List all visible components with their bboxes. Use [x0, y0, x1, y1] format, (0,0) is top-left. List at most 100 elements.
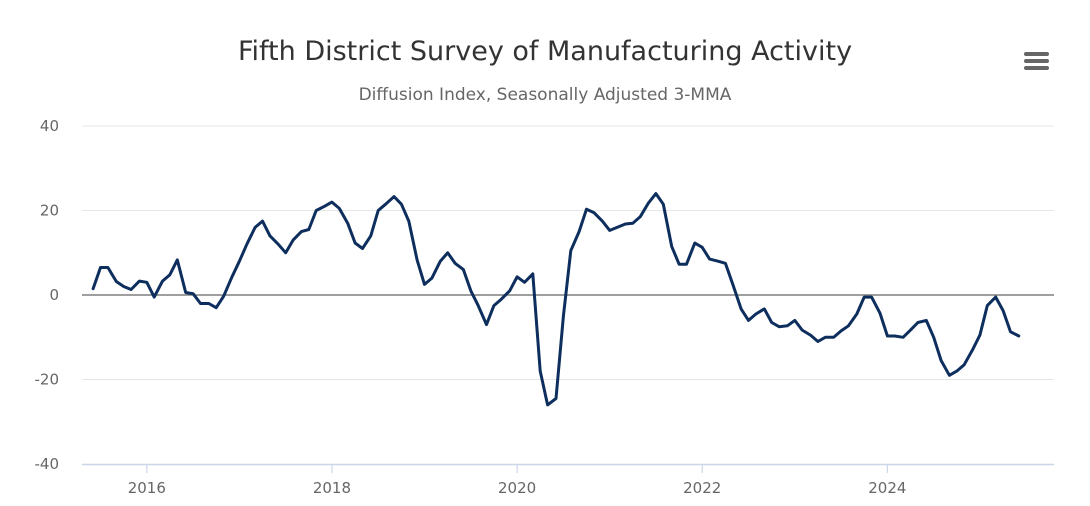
data-point: [685, 263, 688, 266]
data-point: [886, 335, 889, 337]
data-point: [701, 246, 704, 249]
y-tick-label: 40: [40, 117, 59, 135]
data-point: [932, 336, 935, 339]
data-point: [940, 359, 942, 362]
data-point: [925, 319, 928, 322]
data-point: [446, 251, 449, 254]
data-point: [678, 263, 680, 266]
data-point: [307, 228, 310, 231]
data-point: [107, 266, 109, 269]
data-point: [631, 222, 634, 225]
data-point: [778, 325, 780, 328]
data-point: [909, 329, 912, 331]
data-point: [639, 215, 642, 218]
data-point: [231, 275, 233, 278]
data-point: [994, 296, 997, 298]
data-point: [192, 292, 195, 295]
series-layer: [91, 192, 1021, 407]
data-point: [647, 202, 650, 204]
data-point: [508, 289, 511, 292]
data-point: [431, 277, 433, 279]
data-point: [747, 319, 750, 322]
data-point: [99, 266, 102, 269]
data-point: [407, 220, 410, 223]
x-tick-label: 2020: [498, 479, 536, 497]
data-point: [477, 304, 480, 307]
data-point: [215, 306, 218, 309]
x-axis-labels: 2016 2018 2020 2022 2024: [128, 479, 907, 497]
data-point: [454, 262, 456, 265]
data-point: [346, 222, 349, 225]
data-point: [817, 340, 819, 343]
data-point: [338, 207, 341, 210]
data-point: [578, 230, 580, 233]
data-point: [786, 324, 789, 327]
grid-lines: [82, 125, 1054, 380]
data-point: [917, 321, 919, 324]
data-point: [763, 308, 766, 310]
data-point: [546, 404, 549, 406]
y-axis-labels: 40 20 0 -20 -40: [35, 117, 60, 473]
data-point: [500, 298, 503, 301]
x-tick-label: 2022: [683, 479, 721, 497]
data-point: [601, 220, 604, 223]
data-point: [516, 275, 518, 278]
data-point: [731, 283, 734, 286]
data-point: [1009, 330, 1012, 333]
data-point: [693, 242, 696, 244]
data-point: [585, 208, 588, 211]
data-point: [161, 280, 164, 282]
x-tick-label: 2016: [128, 479, 166, 497]
data-point: [832, 336, 835, 339]
data-point: [138, 280, 141, 282]
data-point: [176, 259, 179, 261]
data-point: [879, 312, 881, 315]
data-point: [855, 313, 858, 315]
data-point: [655, 192, 657, 195]
data-point: [300, 230, 303, 233]
hamburger-menu-icon[interactable]: [1018, 46, 1054, 76]
data-point: [169, 273, 171, 276]
data-point: [361, 247, 364, 250]
data-point: [863, 296, 866, 298]
data-point: [92, 287, 94, 290]
data-point: [740, 308, 742, 310]
data-point: [184, 291, 187, 294]
data-point: [963, 363, 966, 366]
data-point: [755, 313, 757, 315]
data-point: [840, 330, 842, 332]
data-point: [539, 370, 542, 372]
y-tick-label: -40: [35, 455, 60, 473]
data-point: [439, 260, 442, 263]
data-point: [130, 288, 133, 291]
data-point: [254, 226, 256, 229]
data-point: [986, 304, 989, 307]
data-point: [824, 336, 827, 339]
data-point: [400, 203, 403, 206]
data-point: [893, 335, 896, 337]
data-point: [770, 321, 773, 324]
data-point: [493, 304, 495, 307]
data-point: [531, 273, 534, 275]
data-point: [717, 260, 719, 263]
data-point: [608, 229, 611, 232]
data-point: [393, 195, 395, 198]
data-point: [122, 285, 125, 288]
data-point: [354, 242, 356, 244]
series-line: [91, 192, 1021, 407]
data-point: [331, 201, 333, 204]
data-point: [562, 315, 565, 317]
data-point: [809, 334, 812, 336]
data-point: [1002, 309, 1004, 312]
data-point: [569, 249, 572, 252]
x-tick-label: 2018: [313, 479, 351, 497]
chart-title: Fifth District Survey of Manufacturing A…: [237, 36, 853, 67]
data-point: [555, 397, 557, 400]
data-point: [222, 295, 225, 298]
axes: [82, 463, 1054, 473]
data-point: [284, 251, 287, 254]
data-point: [955, 370, 958, 372]
data-point: [670, 245, 673, 248]
x-tick-label: 2024: [868, 479, 906, 497]
